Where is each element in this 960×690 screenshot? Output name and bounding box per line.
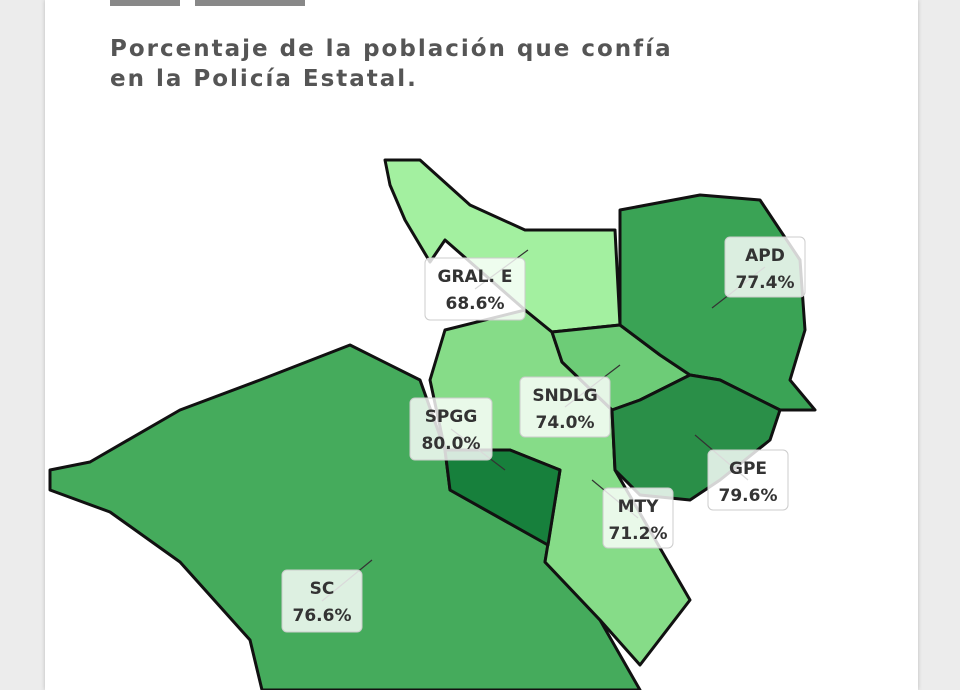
- region-gpe: [610, 373, 782, 502]
- region-value: 76.6%: [293, 606, 352, 626]
- label-box: [519, 376, 611, 438]
- subtitle: en la Policía Estatal.: [110, 66, 418, 92]
- label-box: [602, 487, 674, 549]
- region-name: GRAL. E: [437, 267, 512, 287]
- region-name: SNDLG: [532, 386, 597, 406]
- region-value: 80.0%: [422, 434, 481, 454]
- region-spgg: [443, 448, 562, 547]
- region-name: APD: [745, 246, 785, 266]
- region-value: 77.4%: [736, 273, 795, 293]
- region-value: 79.6%: [719, 486, 778, 506]
- region-value: 71.2%: [609, 524, 668, 544]
- label-box: [424, 257, 526, 321]
- subtitle: Porcentaje de la población que confía: [110, 36, 673, 62]
- region-value: 68.6%: [446, 294, 505, 314]
- region-name: SC: [310, 579, 335, 599]
- label-box: [724, 236, 806, 298]
- labels: GRAL. E 68.6% APD 77.4% SNDLG 74.0% SPGG 80.0% G…: [281, 236, 806, 633]
- region-name: MTY: [618, 497, 660, 517]
- region-name: GPE: [729, 459, 767, 479]
- label-box: [409, 397, 493, 461]
- region-name: SPGG: [425, 407, 478, 427]
- cut-heading: [195, 0, 305, 6]
- cut-heading: [110, 0, 180, 6]
- label-box: [707, 449, 789, 511]
- label-box: [281, 569, 363, 633]
- region-value: 74.0%: [536, 413, 595, 433]
